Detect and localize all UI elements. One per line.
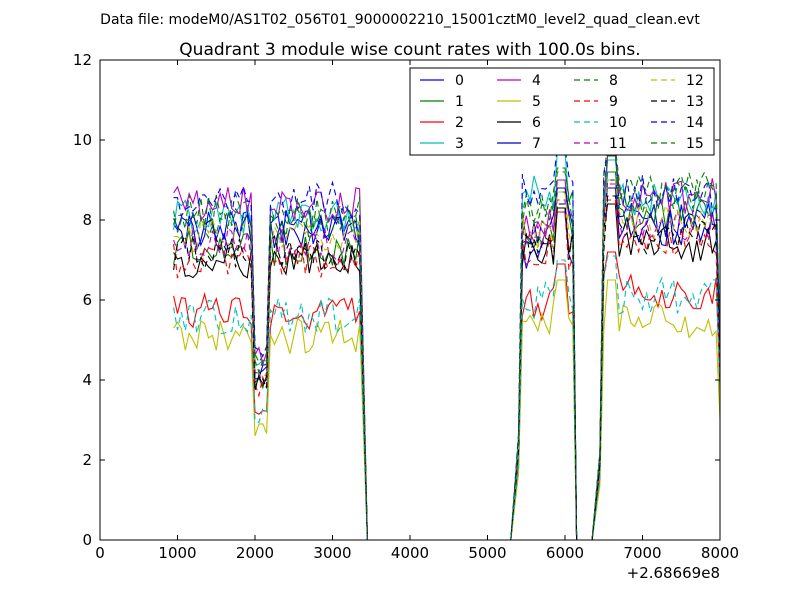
- y-tick-label: 0: [82, 531, 92, 549]
- y-tick-label: 2: [82, 451, 92, 469]
- legend-label-5: 5: [532, 94, 541, 110]
- legend-label-2: 2: [455, 115, 464, 131]
- y-tick-label: 8: [82, 211, 92, 229]
- legend-label-7: 7: [532, 136, 541, 152]
- y-tick-label: 10: [73, 131, 92, 149]
- series-line-4: [173, 155, 720, 540]
- legend-label-15: 15: [686, 136, 704, 152]
- series-line-9: [173, 199, 720, 540]
- x-tick-label: 8000: [701, 544, 739, 562]
- x-offset-label: +2.68669e8: [627, 564, 720, 582]
- legend-label-4: 4: [532, 73, 541, 89]
- legend-label-10: 10: [609, 115, 627, 131]
- series-line-6: [173, 203, 720, 540]
- x-tick-label: 5000: [468, 544, 506, 562]
- legend-label-14: 14: [686, 115, 704, 131]
- series-line-3: [173, 151, 720, 540]
- suptitle: Data file: modeM0/AS1T02_056T01_90000022…: [100, 12, 700, 28]
- series-line-14: [173, 147, 720, 540]
- series-line-12: [173, 179, 720, 540]
- x-tick-label: 4000: [391, 544, 429, 562]
- series-line-5: [173, 279, 720, 540]
- x-tick-label: 7000: [623, 544, 661, 562]
- y-tick-label: 6: [82, 291, 92, 309]
- legend-label-1: 1: [455, 94, 464, 110]
- series-line-13: [173, 195, 720, 540]
- x-tick-label: 2000: [236, 544, 274, 562]
- x-tick-label: 3000: [313, 544, 351, 562]
- ticks-layer: 0 1000 2000 3000 4000 5000 6000 7000 80000246810…: [73, 51, 739, 562]
- x-tick-label: 6000: [546, 544, 584, 562]
- series-line-15: [173, 155, 720, 540]
- chart-title: Quadrant 3 module wise count rates with …: [179, 40, 640, 60]
- legend-label-13: 13: [686, 94, 704, 110]
- series-line-1: [173, 171, 720, 540]
- series-line-11: [173, 183, 720, 540]
- legend-label-3: 3: [455, 136, 464, 152]
- x-tick-label: 1000: [158, 544, 196, 562]
- y-tick-label: 4: [82, 371, 92, 389]
- legend-label-0: 0: [455, 73, 464, 89]
- legend-label-12: 12: [686, 73, 704, 89]
- series-line-8: [173, 147, 720, 540]
- legend-label-6: 6: [532, 115, 541, 131]
- y-tick-label: 12: [73, 51, 92, 69]
- legend-label-8: 8: [609, 73, 618, 89]
- series-line-0: [173, 179, 720, 540]
- legend-box: [409, 67, 715, 156]
- legend-label-11: 11: [609, 136, 627, 152]
- series-line-2: [173, 251, 720, 540]
- series-layer: [173, 147, 720, 540]
- x-tick-label: 0: [95, 544, 105, 562]
- legend-label-9: 9: [609, 94, 618, 110]
- series-line-10: [173, 255, 720, 540]
